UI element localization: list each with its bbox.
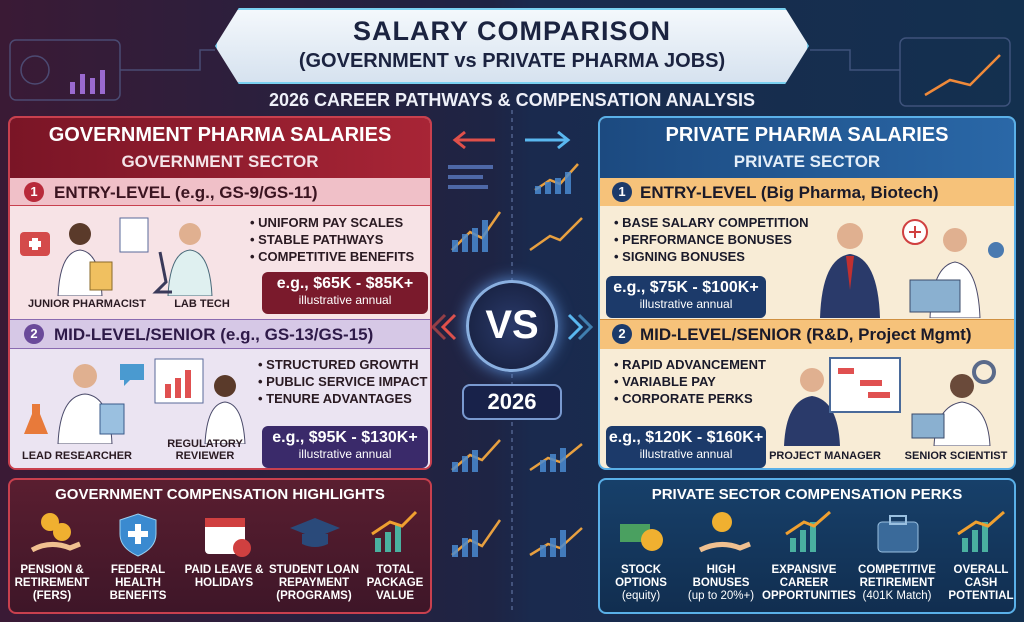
tagline: 2026 CAREER PATHWAYS & COMPENSATION ANAL… bbox=[268, 90, 756, 110]
entry-bar bbox=[600, 178, 1014, 206]
panel-header bbox=[10, 118, 430, 178]
mid-illustration bbox=[784, 357, 996, 446]
panel-sector: PRIVATE SECTOR bbox=[733, 152, 881, 171]
role-label: LEAD RESEARCHER bbox=[21, 450, 132, 462]
salary-range: e.g., $120K - $160K+ bbox=[608, 429, 764, 446]
highlight-label: PENSION & RETIREMENT (FERS) bbox=[14, 564, 90, 602]
bullet: CORPORATE PERKS bbox=[614, 390, 766, 407]
bullet: PERFORMANCE BONUSES bbox=[614, 231, 809, 248]
bullet: STABLE PATHWAYS bbox=[250, 231, 414, 248]
perk-label: HIGH BONUSES bbox=[692, 564, 750, 589]
entry-illustration bbox=[820, 219, 1004, 318]
perk-item: EXPANSIVE CAREER OPPORTUNITIES bbox=[762, 564, 856, 603]
bullet: UNIFORM PAY SCALES bbox=[250, 214, 414, 231]
perk-item: COMPETITIVE RETIREMENT (401K Match) bbox=[850, 564, 944, 603]
range-box: e.g., $120K - $160K+ illustrative annual bbox=[606, 426, 766, 468]
perk-item: STOCK OPTIONS (equity) bbox=[602, 564, 680, 603]
highlight-label: PAID LEAVE & HOLIDAYS bbox=[184, 564, 264, 589]
entry-number: 1 bbox=[612, 182, 632, 202]
vs-circle bbox=[466, 280, 558, 372]
highlights-title: GOVERNMENT COMPENSATION HIGHLIGHTS bbox=[55, 486, 385, 503]
perk-sub: (equity) bbox=[621, 590, 661, 602]
role-label: SENIOR SCIENTIST bbox=[904, 450, 1008, 462]
range-box: e.g., $95K - $130K+ illustrative annual bbox=[262, 426, 428, 468]
mid-number: 2 bbox=[24, 324, 44, 344]
mid-illustration bbox=[24, 358, 246, 444]
entry-title: ENTRY-LEVEL (Big Pharma, Biotech) bbox=[640, 183, 939, 202]
panel-title: GOVERNMENT PHARMA SALARIES bbox=[48, 124, 392, 146]
mid-bar bbox=[10, 319, 430, 349]
mid-title: MID-LEVEL/SENIOR (e.g., GS-13/GS-15) bbox=[54, 325, 374, 344]
salary-range: e.g., $65K - $85K+ bbox=[276, 275, 414, 292]
subtitle: (GOVERNMENT vs PRIVATE PHARMA JOBS) bbox=[298, 50, 726, 72]
role-label: JUNIOR PHARMACIST bbox=[28, 298, 146, 310]
panel-title: PRIVATE PHARMA SALARIES bbox=[665, 124, 949, 146]
bullet-list: BASE SALARY COMPETITION PERFORMANCE BONU… bbox=[614, 214, 809, 265]
salary-range: e.g., $75K - $100K+ bbox=[613, 279, 759, 296]
bullet: SIGNING BONUSES bbox=[614, 248, 809, 265]
highlight-icons bbox=[30, 510, 418, 557]
bullet: PUBLIC SERVICE IMPACT bbox=[258, 373, 427, 390]
bullet: BASE SALARY COMPETITION bbox=[614, 214, 808, 231]
vs-label: VS bbox=[485, 303, 539, 347]
perk-icons bbox=[620, 510, 1005, 553]
perk-label: STOCK OPTIONS bbox=[615, 564, 667, 589]
bullet-list: RAPID ADVANCEMENT VARIABLE PAY CORPORATE… bbox=[614, 356, 766, 407]
highlights-panel: GOVERNMENT COMPENSATION HIGHLIGHTS PENSI… bbox=[8, 478, 432, 614]
perk-label: COMPETITIVE RETIREMENT bbox=[858, 564, 936, 589]
bullet-list: STRUCTURED GROWTH PUBLIC SERVICE IMPACT … bbox=[258, 356, 428, 407]
entry-number: 1 bbox=[24, 182, 44, 202]
title: SALARY COMPARISON bbox=[352, 16, 672, 46]
highlight-label: STUDENT LOAN REPAYMENT (PROGRAMS) bbox=[268, 564, 360, 602]
perks-title: PRIVATE SECTOR COMPENSATION PERKS bbox=[651, 486, 963, 503]
highlight-label: TOTAL PACKAGE VALUE bbox=[366, 564, 424, 602]
bullet: COMPETITIVE BENEFITS bbox=[250, 248, 414, 265]
role-label: PROJECT MANAGER bbox=[769, 450, 881, 462]
perk-sub: (up to 20%+) bbox=[687, 590, 755, 602]
entry-bar bbox=[10, 178, 430, 206]
range-box: e.g., $75K - $100K+ illustrative annual bbox=[606, 276, 766, 318]
year-badge: 2026 bbox=[462, 384, 562, 420]
panel-sector: GOVERNMENT SECTOR bbox=[121, 152, 319, 171]
entry-title: ENTRY-LEVEL (e.g., GS-9/GS-11) bbox=[54, 183, 318, 202]
salary-range: e.g., $95K - $130K+ bbox=[272, 429, 418, 446]
role-label: REGULATORY REVIEWER bbox=[167, 438, 243, 462]
perk-item: OVERALL CASH POTENTIAL bbox=[948, 564, 1014, 603]
government-panel: GOVERNMENT PHARMA SALARIES GOVERNMENT SE… bbox=[8, 116, 432, 470]
mid-bar bbox=[600, 319, 1014, 349]
perk-label: OVERALL CASH POTENTIAL bbox=[948, 564, 1014, 602]
mid-number: 2 bbox=[612, 324, 632, 344]
private-panel: PRIVATE PHARMA SALARIES PRIVATE SECTOR 1… bbox=[598, 116, 1016, 470]
perk-sub: (401K Match) bbox=[862, 590, 932, 602]
entry-illustration bbox=[20, 217, 213, 296]
perk-item: HIGH BONUSES (up to 20%+) bbox=[682, 564, 760, 603]
bullet: VARIABLE PAY bbox=[614, 373, 766, 390]
bullet: RAPID ADVANCEMENT bbox=[614, 356, 766, 373]
header-box bbox=[215, 8, 809, 84]
mid-title: MID-LEVEL/SENIOR (R&D, Project Mgmt) bbox=[640, 325, 972, 344]
range-note: illustrative annual bbox=[639, 297, 733, 311]
role-label: LAB TECH bbox=[174, 298, 230, 310]
perks-panel: PRIVATE SECTOR COMPENSATION PERKS STOCK … bbox=[598, 478, 1016, 614]
perk-label: EXPANSIVE CAREER OPPORTUNITIES bbox=[762, 564, 856, 602]
range-note: illustrative annual bbox=[298, 447, 392, 461]
panel-header bbox=[600, 118, 1014, 178]
range-box: e.g., $65K - $85K+ illustrative annual bbox=[262, 272, 428, 314]
bullet-list: UNIFORM PAY SCALES STABLE PATHWAYS COMPE… bbox=[250, 214, 414, 265]
bullet: STRUCTURED GROWTH bbox=[258, 356, 428, 373]
range-note: illustrative annual bbox=[298, 293, 392, 307]
range-note: illustrative annual bbox=[639, 447, 733, 461]
bullet: TENURE ADVANTAGES bbox=[258, 390, 428, 407]
highlight-label: FEDERAL HEALTH BENEFITS bbox=[109, 564, 167, 602]
